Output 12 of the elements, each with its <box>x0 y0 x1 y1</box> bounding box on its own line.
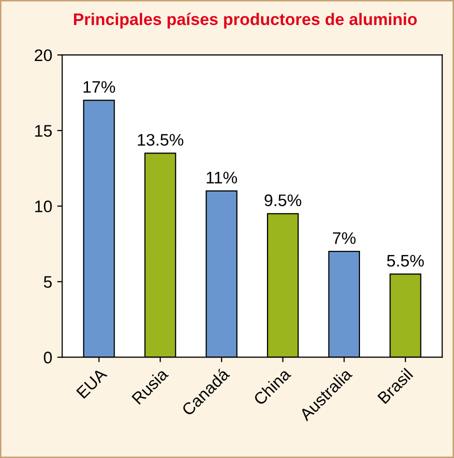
data-label: 13.5% <box>138 134 184 146</box>
y-tick-label: 10 <box>35 200 52 212</box>
data-label: 5.5% <box>387 254 424 267</box>
data-label: 17% <box>84 81 116 93</box>
chart-title: Principales países productores de aluminio <box>74 12 417 28</box>
y-tick-label: 5 <box>44 276 52 288</box>
y-tick-label: 15 <box>35 125 52 137</box>
y-tick-label: 20 <box>34 49 52 62</box>
y-tick-label: 0 <box>44 352 52 364</box>
data-label: 11% <box>206 172 238 184</box>
data-label: 7% <box>332 232 356 244</box>
data-label: 9.5% <box>264 194 302 206</box>
